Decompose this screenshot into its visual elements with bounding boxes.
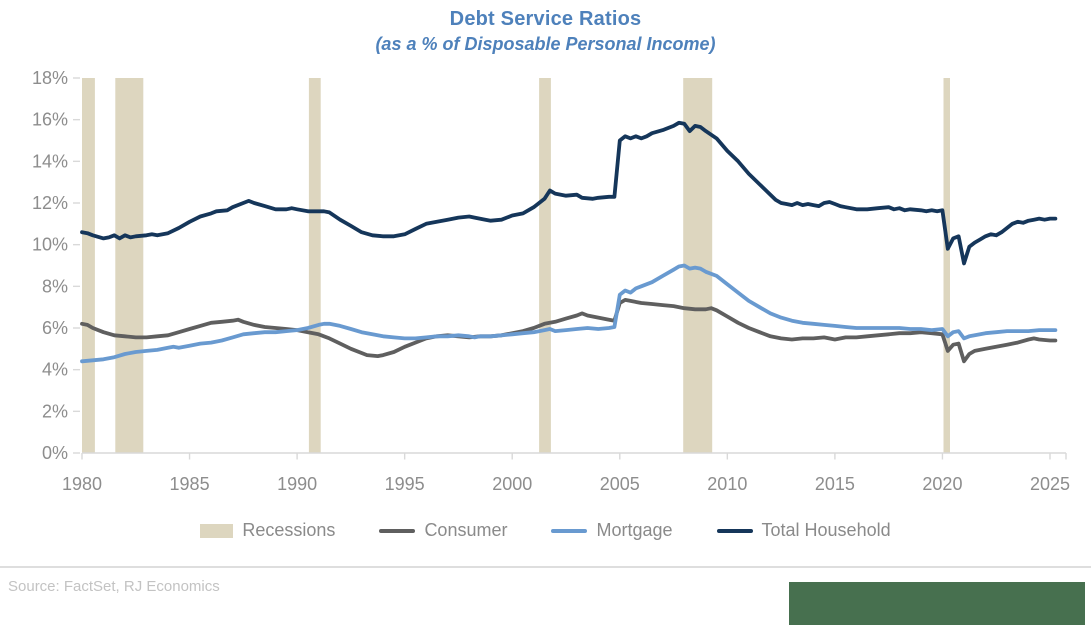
x-axis-label: 1995 bbox=[385, 474, 425, 494]
legend-marker-total-household bbox=[716, 528, 753, 533]
legend-marker-mortgage bbox=[551, 528, 588, 533]
x-axis-label: 2025 bbox=[1030, 474, 1070, 494]
legend-item-total-household: Total Household bbox=[716, 520, 891, 541]
x-axis-label: 2005 bbox=[600, 474, 640, 494]
y-axis-label: 6% bbox=[42, 318, 68, 338]
x-axis-label: 1985 bbox=[170, 474, 210, 494]
legend-item-mortgage: Mortgage bbox=[551, 520, 673, 541]
legend-item-recessions: Recessions bbox=[200, 520, 335, 541]
x-axis-label: 1980 bbox=[62, 474, 102, 494]
chart-legend: Recessions Consumer Mortgage Total Househol… bbox=[0, 520, 1091, 541]
y-axis-label: 14% bbox=[32, 151, 68, 171]
y-axis-label: 8% bbox=[42, 276, 68, 296]
recession-band bbox=[82, 78, 95, 453]
logo-placeholder-block bbox=[789, 582, 1085, 625]
legend-label: Total Household bbox=[761, 520, 891, 540]
x-axis-label: 2020 bbox=[922, 474, 962, 494]
y-axis-label: 0% bbox=[42, 443, 68, 463]
series-line-consumer bbox=[80, 297, 1058, 364]
legend-marker-recessions bbox=[200, 523, 234, 538]
source-text: Source: FactSet, RJ Economics bbox=[8, 578, 220, 595]
x-axis-label: 1990 bbox=[277, 474, 317, 494]
recession-band bbox=[308, 78, 321, 453]
chart-subtitle: (as a % of Disposable Personal Income) bbox=[375, 34, 716, 54]
x-axis-label: 2015 bbox=[815, 474, 855, 494]
recession-band bbox=[115, 78, 144, 453]
series-line-total-household bbox=[80, 120, 1058, 266]
debt-service-ratios-chart: 0% 2% 4% 6% 8% 10% 12% 14% 16% 18% 1980 1985 1990 199… bbox=[32, 68, 1070, 494]
series-line-mortgage bbox=[80, 263, 1058, 364]
y-axis-label: 4% bbox=[42, 360, 68, 380]
legend-label: Mortgage bbox=[596, 520, 673, 540]
footer-divider bbox=[0, 566, 1091, 568]
recession-band bbox=[943, 78, 950, 453]
legend-item-consumer: Consumer bbox=[379, 520, 507, 541]
x-axis-label: 2010 bbox=[707, 474, 747, 494]
chart-title: Debt Service Ratios bbox=[449, 8, 642, 30]
legend-label: Consumer bbox=[424, 520, 508, 540]
x-axis-label: 2000 bbox=[492, 474, 532, 494]
y-axis-label: 18% bbox=[32, 68, 68, 88]
y-axis-label: 2% bbox=[42, 401, 68, 421]
y-axis-label: 10% bbox=[32, 235, 68, 255]
legend-marker-consumer bbox=[379, 528, 416, 533]
y-axis-label: 12% bbox=[32, 193, 68, 213]
y-axis-label: 16% bbox=[32, 110, 68, 130]
legend-label: Recessions bbox=[242, 520, 336, 540]
recession-band bbox=[539, 78, 551, 453]
